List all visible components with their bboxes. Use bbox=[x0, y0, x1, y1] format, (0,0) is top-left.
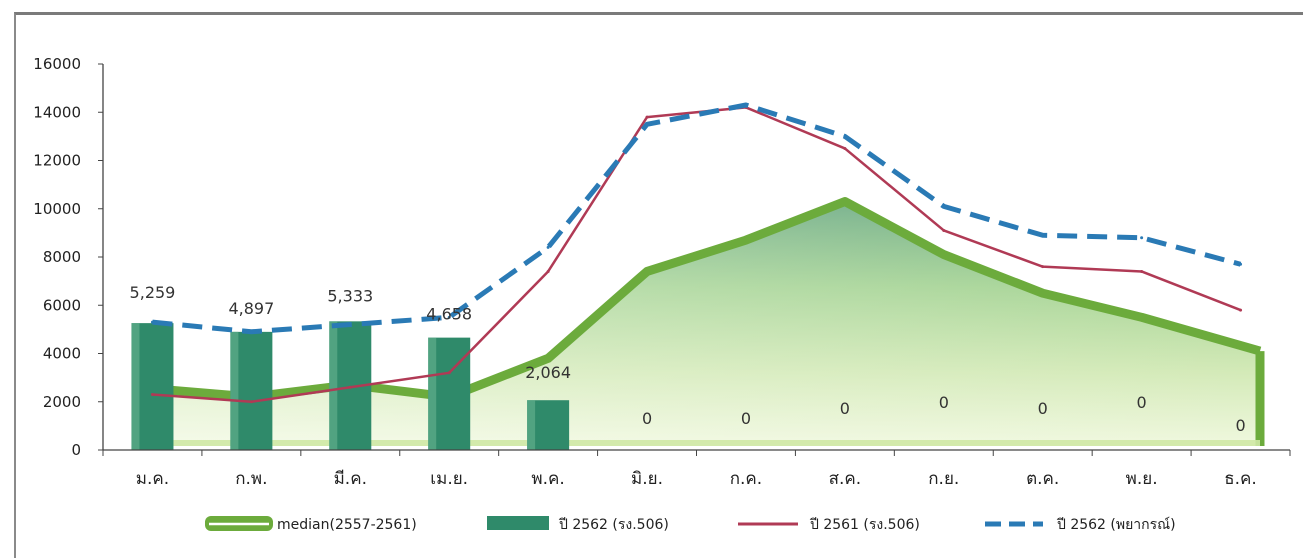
x-tick-label: ก.พ. bbox=[235, 469, 267, 489]
legend-item: median(2557-2561) bbox=[205, 516, 417, 533]
x-tick-label: ต.ค. bbox=[1026, 469, 1059, 489]
line-2561-point bbox=[150, 393, 154, 397]
x-tick-label: มิ.ย. bbox=[631, 469, 663, 489]
data-label: 0 bbox=[1038, 399, 1048, 418]
y-tick-label: 16000 bbox=[33, 55, 81, 73]
data-label: 5,333 bbox=[327, 286, 373, 305]
bar-highlight-4 bbox=[527, 400, 536, 450]
line-2561 bbox=[152, 106, 1241, 403]
forecast-point bbox=[744, 103, 748, 107]
legend-label: ปี 2561 (รง.506) bbox=[810, 517, 920, 533]
y-tick-label: 8000 bbox=[43, 248, 81, 266]
forecast-point bbox=[447, 315, 451, 319]
x-tick-label: ธ.ค. bbox=[1224, 469, 1257, 489]
legend-swatch-bar bbox=[487, 516, 549, 530]
median-area-base bbox=[134, 440, 1261, 446]
data-label: 4,658 bbox=[426, 305, 472, 324]
line-layer bbox=[150, 102, 1243, 404]
bar-highlight-0 bbox=[131, 323, 140, 450]
line-2561-point bbox=[1041, 265, 1045, 269]
line-2561-point bbox=[546, 269, 550, 273]
median-area-shade bbox=[134, 201, 1261, 446]
bar-highlight-1 bbox=[230, 331, 239, 450]
y-tick-label: 0 bbox=[71, 441, 81, 459]
legend-item: ปี 2562 (รง.506) bbox=[487, 516, 669, 533]
forecast-point bbox=[1041, 233, 1045, 237]
data-label: 2,064 bbox=[525, 363, 571, 382]
line-2561-point bbox=[249, 400, 253, 404]
legend-label: ปี 2562 (พยากรณ์) bbox=[1057, 516, 1176, 533]
y-tick-label: 10000 bbox=[33, 200, 81, 218]
data-label: 5,259 bbox=[130, 283, 176, 302]
line-2561-point bbox=[447, 371, 451, 375]
bar-highlight-3 bbox=[428, 337, 437, 450]
axis-layer: 0 2000 4000 6000 8000 10000 12000 14000 16000 ม.ค… bbox=[33, 55, 1291, 489]
line-2561-point bbox=[942, 228, 946, 232]
data-label-layer: 5,259 4,897 5,333 4,658 2,064 0 0 0 0 0 0 0 bbox=[130, 283, 1246, 435]
legend-item: ปี 2562 (พยากรณ์) bbox=[985, 516, 1176, 533]
y-tick-label: 4000 bbox=[43, 345, 81, 363]
line-2561-point bbox=[645, 115, 649, 119]
chart-frame bbox=[14, 12, 1303, 558]
y-tick-label: 2000 bbox=[43, 393, 81, 411]
forecast-point bbox=[1239, 262, 1243, 266]
line-2561-point bbox=[843, 146, 847, 150]
legend: median(2557-2561) ปี 2562 (รง.506) ปี 2561… bbox=[205, 516, 1176, 533]
data-label: 4,897 bbox=[228, 299, 274, 318]
forecast-point bbox=[249, 330, 253, 334]
y-tick-label: 12000 bbox=[33, 152, 81, 170]
y-tick-label: 14000 bbox=[33, 103, 81, 121]
legend-label: ปี 2562 (รง.506) bbox=[559, 517, 669, 533]
bar-highlight-2 bbox=[329, 321, 338, 450]
data-label: 0 bbox=[840, 399, 850, 418]
data-label: 0 bbox=[1235, 416, 1245, 435]
x-tick-label: มี.ค. bbox=[334, 469, 367, 489]
forecast-point bbox=[1140, 236, 1144, 240]
x-tick-label: เม.ย. bbox=[430, 469, 468, 489]
data-label: 0 bbox=[741, 409, 751, 428]
line-2562-forecast bbox=[152, 102, 1242, 335]
forecast-point bbox=[150, 320, 154, 324]
legend-item: ปี 2561 (รง.506) bbox=[738, 517, 920, 533]
forecast-point bbox=[546, 245, 550, 249]
line-2561-point bbox=[1140, 269, 1144, 273]
data-label: 0 bbox=[939, 393, 949, 412]
legend-label: median(2557-2561) bbox=[277, 517, 417, 533]
data-label: 0 bbox=[1137, 393, 1147, 412]
x-tick-label: พ.ย. bbox=[1126, 469, 1158, 489]
forecast-point bbox=[348, 323, 352, 327]
forecast-point bbox=[942, 204, 946, 208]
x-tick-label: ก.ค. bbox=[730, 469, 762, 489]
y-tick-label: 6000 bbox=[43, 296, 81, 314]
data-label: 0 bbox=[642, 409, 652, 428]
forecast-point bbox=[645, 122, 649, 126]
x-tick-label: ก.ย. bbox=[928, 469, 959, 489]
x-tick-label: ส.ค. bbox=[829, 469, 862, 489]
x-tick-label: พ.ค. bbox=[531, 469, 564, 489]
forecast-point bbox=[843, 134, 847, 138]
x-tick-label: ม.ค. bbox=[136, 469, 169, 489]
line-2561-point bbox=[1239, 308, 1243, 312]
line-2561-point bbox=[348, 385, 352, 389]
